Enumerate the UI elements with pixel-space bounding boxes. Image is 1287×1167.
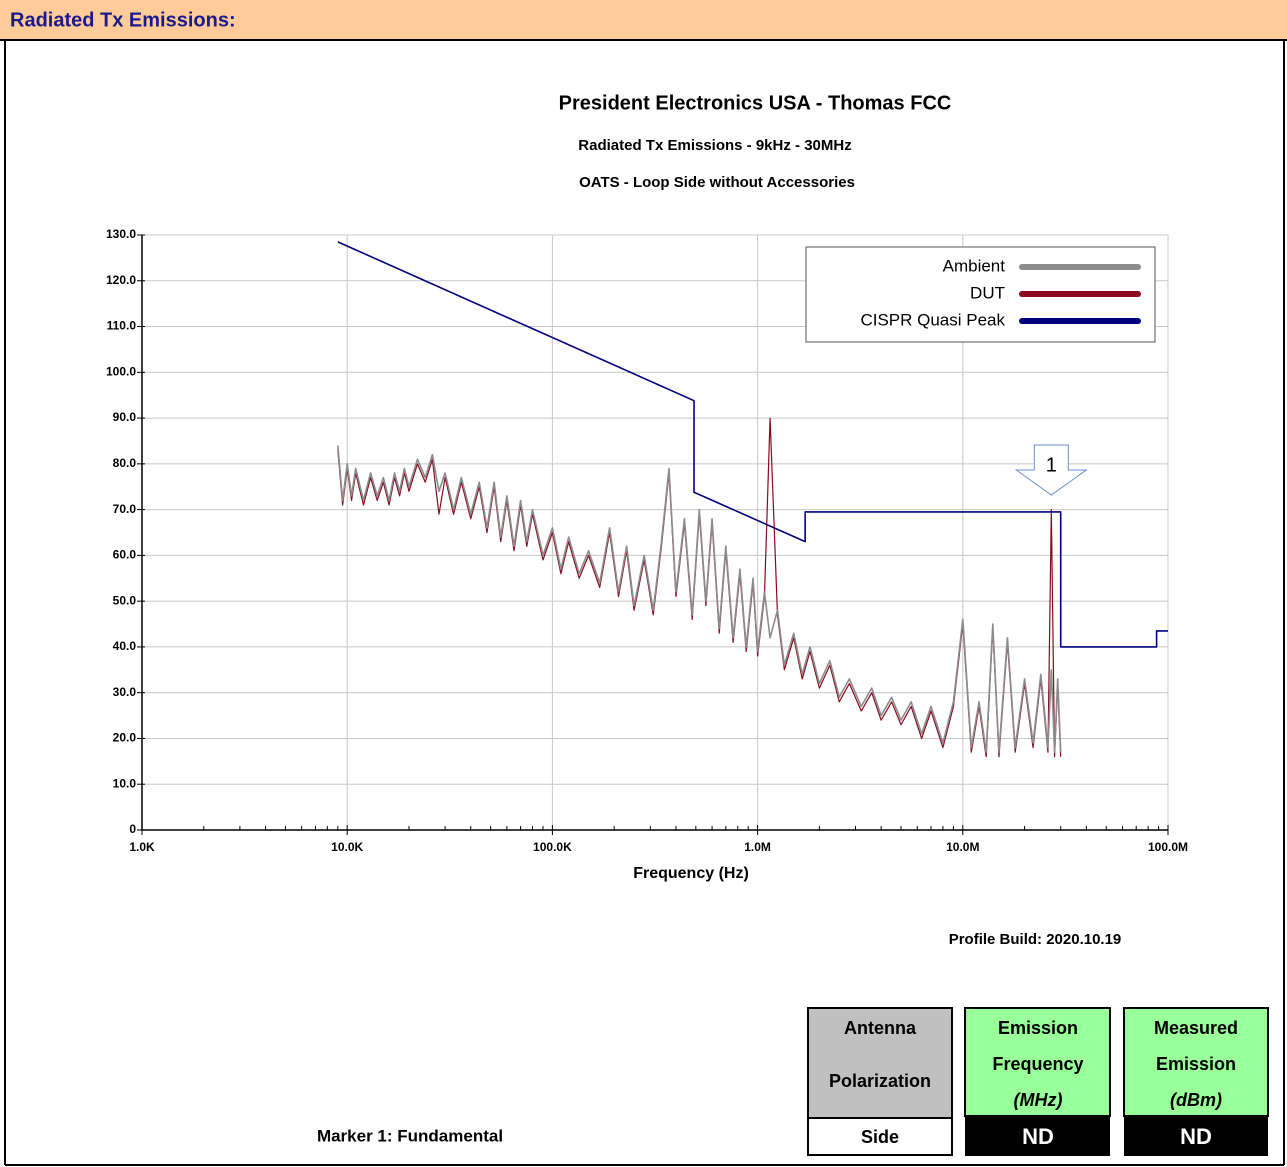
table-header: Emission (1156, 1054, 1236, 1074)
x-axis-label: Frequency (Hz) (633, 865, 749, 882)
table-header: Frequency (992, 1054, 1083, 1074)
result-table: Antenna Polarization Side Emission Frequ… (807, 1007, 1269, 1156)
table-value-cell (965, 1116, 1110, 1156)
y-tick-label: 110.0 (107, 319, 137, 333)
x-tick-label: 10.0M (946, 840, 979, 854)
legend: Ambient DUT CISPR Quasi Peak (805, 246, 1156, 343)
chart-subtitle: Radiated Tx Emissions - 9kHz - 30MHz (578, 137, 851, 154)
series-line (337, 445, 1062, 753)
legend-label: CISPR Quasi Peak (860, 310, 1005, 329)
table-header: Antenna (844, 1018, 917, 1038)
y-tick-label: 100.0 (106, 364, 136, 378)
profile-build: Profile Build: 2020.10.19 (949, 931, 1122, 948)
marker-note: Marker 1: Fundamental (317, 1126, 503, 1145)
table-value: ND (1022, 1124, 1054, 1149)
y-tick-label: 30.0 (113, 685, 137, 699)
legend-label: Ambient (943, 256, 1006, 275)
marker-arrow (1014, 444, 1088, 496)
table-header-cell (1123, 1007, 1269, 1117)
y-tick-label: 0 (129, 822, 136, 836)
header-bar (0, 0, 1287, 40)
y-tick-label: 130.0 (106, 227, 136, 241)
x-tick-label: 1.0K (129, 840, 155, 854)
table-header: (dBm) (1170, 1090, 1222, 1110)
table-header: (MHz) (1014, 1090, 1063, 1110)
table-value-cell (807, 1117, 953, 1156)
series-line (337, 241, 1168, 648)
x-tick-label: 1.0M (744, 840, 771, 854)
chart-title: President Electronics USA - Thomas FCC (559, 92, 952, 114)
plot: 0 10.0 20.0 30.0 40.0 50.0 60.0 70.0 80.0 90.0 100… (106, 227, 1188, 854)
chart-subtitle: OATS - Loop Side without Accessories (579, 174, 855, 191)
table-header: Polarization (829, 1071, 931, 1091)
y-tick-label: 90.0 (113, 410, 137, 424)
table-value: ND (1180, 1124, 1212, 1149)
y-tick-label: 70.0 (113, 502, 137, 516)
legend-label: DUT (970, 283, 1005, 302)
marker-label: 1 (1046, 454, 1057, 476)
table-value: Side (861, 1127, 899, 1147)
table-value-cell (1124, 1116, 1268, 1156)
table-header: Emission (998, 1018, 1078, 1038)
y-tick-label: 50.0 (113, 593, 137, 607)
x-tick-label: 10.0K (331, 840, 363, 854)
y-tick-label: 120.0 (106, 273, 136, 287)
y-tick-label: 40.0 (113, 639, 137, 653)
header-title: Radiated Tx Emissions: (10, 9, 236, 31)
y-tick-label: 10.0 (113, 776, 137, 790)
y-tick-label: 80.0 (113, 456, 137, 470)
table-header-cell (964, 1007, 1111, 1117)
x-tick-label: 100.0M (1148, 840, 1188, 854)
x-tick-label: 100.0K (533, 840, 572, 854)
table-header: Measured (1154, 1018, 1238, 1038)
y-tick-label: 60.0 (113, 548, 137, 562)
y-tick-label: 20.0 (113, 731, 137, 745)
